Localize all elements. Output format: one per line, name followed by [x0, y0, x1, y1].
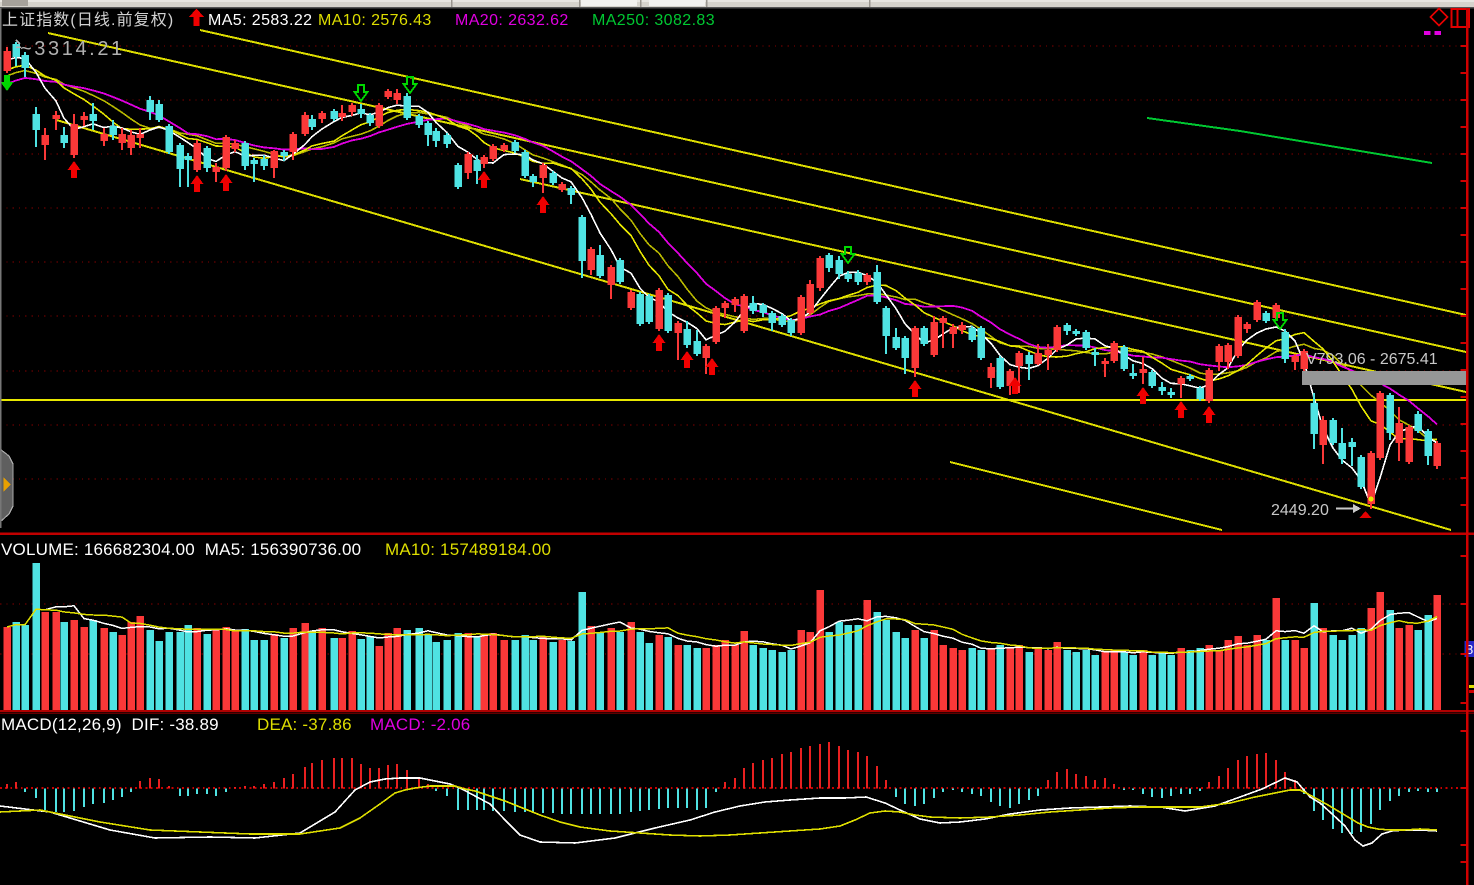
- svg-text:MACD: -2.06: MACD: -2.06: [370, 715, 470, 734]
- svg-text:上证指数(日线.前复权): 上证指数(日线.前复权): [2, 11, 174, 29]
- svg-text:~3314.21: ~3314.21: [20, 38, 125, 60]
- svg-text:MA250: 3082.83: MA250: 3082.83: [592, 12, 715, 29]
- svg-text:MACD(12,26,9) DIF: -38.89: MACD(12,26,9) DIF: -38.89: [1, 715, 219, 734]
- svg-text:MA5: 2583.22: MA5: 2583.22: [208, 12, 312, 29]
- svg-text:2449.20: 2449.20: [1271, 502, 1329, 519]
- svg-text:V793.06 - 2675.41: V793.06 - 2675.41: [1306, 351, 1438, 368]
- svg-text:VOLUME: 166682304.00 MA5: 156: VOLUME: 166682304.00 MA5: 156390736.00: [1, 540, 361, 559]
- svg-text:8: 8: [1466, 642, 1473, 657]
- svg-text:MA20: 2632.62: MA20: 2632.62: [455, 12, 569, 29]
- svg-text:MA10: 157489184.00: MA10: 157489184.00: [385, 540, 551, 559]
- svg-text:DEA: -37.86: DEA: -37.86: [257, 715, 352, 734]
- svg-text:MA10: 2576.43: MA10: 2576.43: [318, 12, 432, 29]
